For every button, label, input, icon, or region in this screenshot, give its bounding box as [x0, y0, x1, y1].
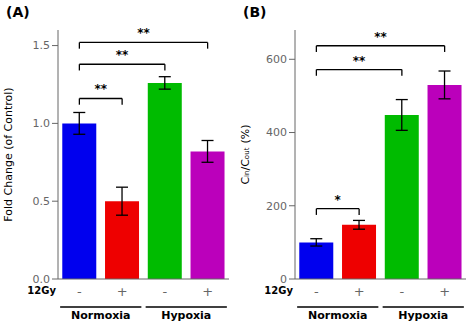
svg-text:-: -: [314, 284, 319, 299]
svg-text:+: +: [354, 284, 365, 299]
svg-text:*: *: [335, 193, 342, 207]
svg-text:1.5: 1.5: [33, 39, 51, 52]
svg-text:Hypoxia: Hypoxia: [398, 309, 448, 322]
svg-text:+: +: [202, 284, 213, 299]
svg-text:-: -: [163, 284, 168, 299]
svg-text:-: -: [77, 284, 82, 299]
svg-text:Fold Change (of Control): Fold Change (of Control): [8, 87, 15, 221]
svg-text:**: **: [137, 26, 150, 40]
svg-text:**: **: [353, 54, 366, 68]
svg-text:**: **: [94, 82, 107, 96]
svg-text:+: +: [439, 284, 450, 299]
svg-text:**: **: [116, 48, 129, 62]
svg-text:-: -: [400, 284, 405, 299]
svg-text:Hypoxia: Hypoxia: [161, 309, 211, 322]
svg-text:200: 200: [266, 200, 287, 213]
svg-text:Normoxia: Normoxia: [308, 309, 368, 322]
svg-text:+: +: [117, 284, 128, 299]
svg-text:12Gy: 12Gy: [264, 285, 293, 296]
svg-text:0: 0: [280, 273, 287, 286]
html-text:(A): (A): [6, 4, 30, 20]
svg-text:Normoxia: Normoxia: [71, 309, 131, 322]
svg-text:0.5: 0.5: [33, 195, 51, 208]
html-text:(B): (B): [243, 4, 267, 20]
svg-text:0.0: 0.0: [33, 273, 51, 286]
svg-text:12Gy: 12Gy: [27, 285, 56, 296]
svg-text:Cᵢₙ/Cₒᵤₜ (%): Cᵢₙ/Cₒᵤₜ (%): [239, 124, 252, 184]
svg-text:1.0: 1.0: [33, 117, 51, 130]
svg-text:**: **: [374, 30, 387, 44]
svg-text:600: 600: [266, 53, 287, 66]
svg-text:400: 400: [266, 126, 287, 139]
